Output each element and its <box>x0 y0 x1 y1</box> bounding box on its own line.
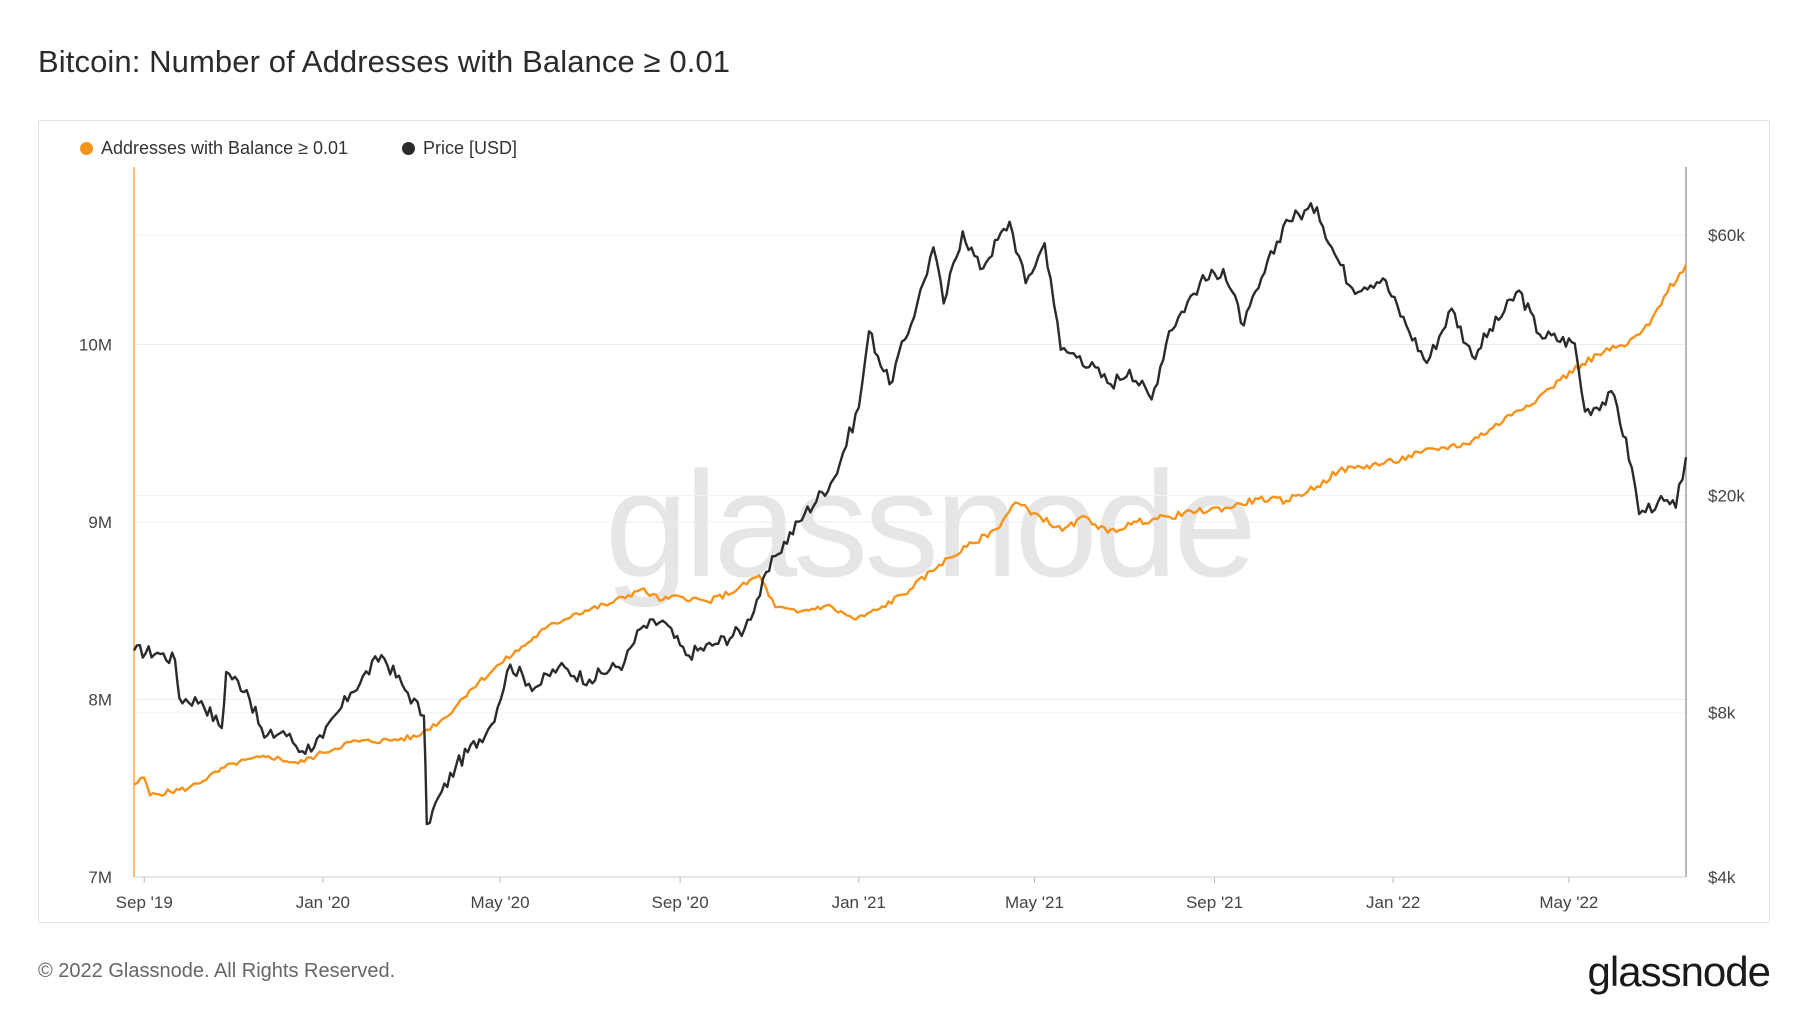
y-right-tick-label: $20k <box>1708 487 1745 506</box>
legend-item-addresses[interactable]: Addresses with Balance ≥ 0.01 <box>80 138 348 159</box>
x-tick-label: May '22 <box>1539 893 1598 912</box>
legend-label-price: Price [USD] <box>423 138 518 158</box>
x-tick-label: Jan '20 <box>296 893 350 912</box>
chart-legend: Addresses with Balance ≥ 0.01 Price [USD… <box>80 138 517 159</box>
x-tick-label: Jan '21 <box>832 893 886 912</box>
chart-panel <box>38 120 1770 923</box>
y-right-tick-label: $4k <box>1708 868 1736 887</box>
x-tick-label: May '21 <box>1005 893 1064 912</box>
legend-label-addresses: Addresses with Balance ≥ 0.01 <box>101 138 349 158</box>
page-title: Bitcoin: Number of Addresses with Balanc… <box>38 44 731 79</box>
legend-dot-price <box>402 142 416 155</box>
legend-dot-addresses <box>80 142 93 155</box>
copyright-footer: © 2022 Glassnode. All Rights Reserved. <box>38 960 396 982</box>
y-right-tick-label: $8k <box>1708 704 1736 723</box>
legend-item-price[interactable]: Price [USD] <box>402 138 517 159</box>
x-tick-label: May '20 <box>471 893 530 912</box>
y-left-tick-label: 8M <box>88 691 112 710</box>
series-line-addresses <box>133 264 1688 797</box>
x-tick-label: Sep '20 <box>652 893 709 912</box>
y-left-tick-label: 9M <box>88 513 112 532</box>
x-tick-label: Sep '21 <box>1186 893 1243 912</box>
y-left-tick-label: 7M <box>88 868 112 887</box>
series-line-price <box>132 202 1688 826</box>
y-left-tick-label: 10M <box>79 336 112 355</box>
x-tick-label: Sep '19 <box>116 893 173 912</box>
x-tick-label: Jan '22 <box>1366 893 1420 912</box>
brand-logo: glassnode <box>1587 948 1771 995</box>
y-right-tick-label: $60k <box>1708 226 1745 245</box>
